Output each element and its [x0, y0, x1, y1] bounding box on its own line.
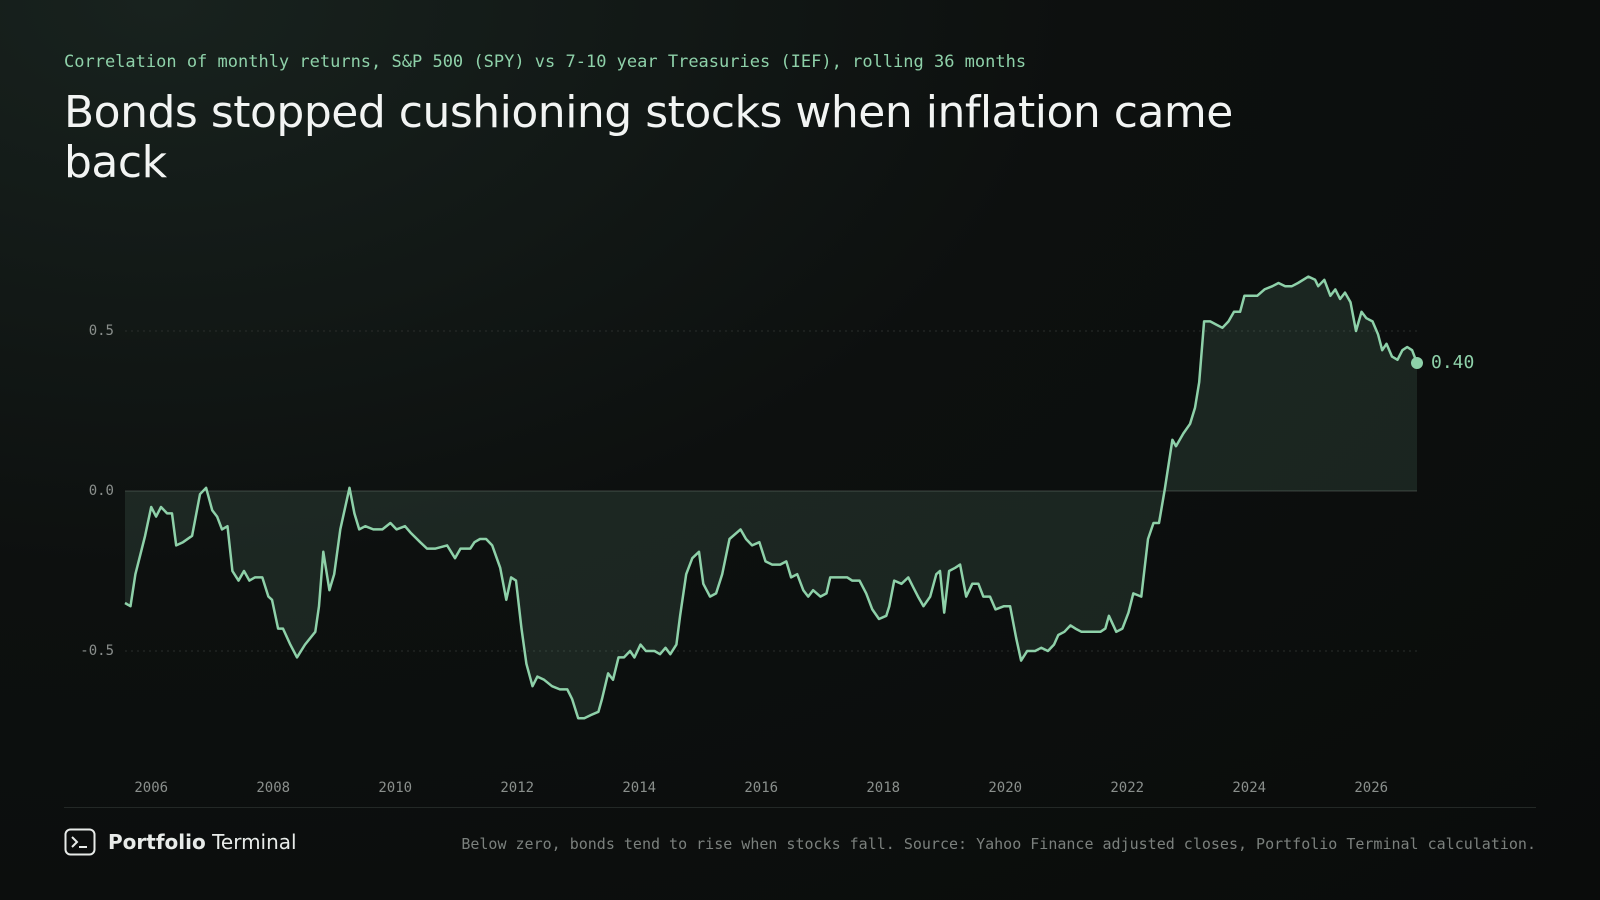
brand: Portfolio Terminal: [64, 828, 297, 856]
x-tick-label: 2016: [744, 780, 778, 796]
x-tick-label: 2018: [866, 780, 900, 796]
brand-icon: [64, 828, 96, 856]
title: Bonds stopped cushioning stocks when inf…: [64, 87, 1233, 188]
brand-name: Terminal: [212, 830, 297, 854]
x-tick-label: 2022: [1110, 780, 1144, 796]
x-tick-label: 2012: [500, 780, 534, 796]
brand-bold: Portfolio: [108, 830, 206, 854]
end-label: 0.40: [1431, 352, 1474, 373]
x-tick-label: 2024: [1232, 780, 1266, 796]
y-tick-label: 0.0: [89, 483, 114, 499]
x-tick-label: 2006: [134, 780, 168, 796]
x-tick-label: 2008: [256, 780, 290, 796]
y-tick-label: -0.5: [80, 643, 114, 659]
x-tick-label: 2014: [622, 780, 656, 796]
footer-note: Below zero, bonds tend to rise when stoc…: [461, 835, 1536, 853]
x-tick-label: 2010: [378, 780, 412, 796]
area-fill: [125, 276, 1417, 719]
subtitle: Correlation of monthly returns, S&P 500 …: [64, 52, 1027, 72]
footer-rule: [64, 807, 1536, 808]
end-dot: [1411, 357, 1423, 369]
line: [124, 275, 1419, 720]
x-tick-label: 2026: [1354, 780, 1388, 796]
x-tick-label: 2020: [988, 780, 1022, 796]
y-tick-label: 0.5: [89, 323, 114, 339]
